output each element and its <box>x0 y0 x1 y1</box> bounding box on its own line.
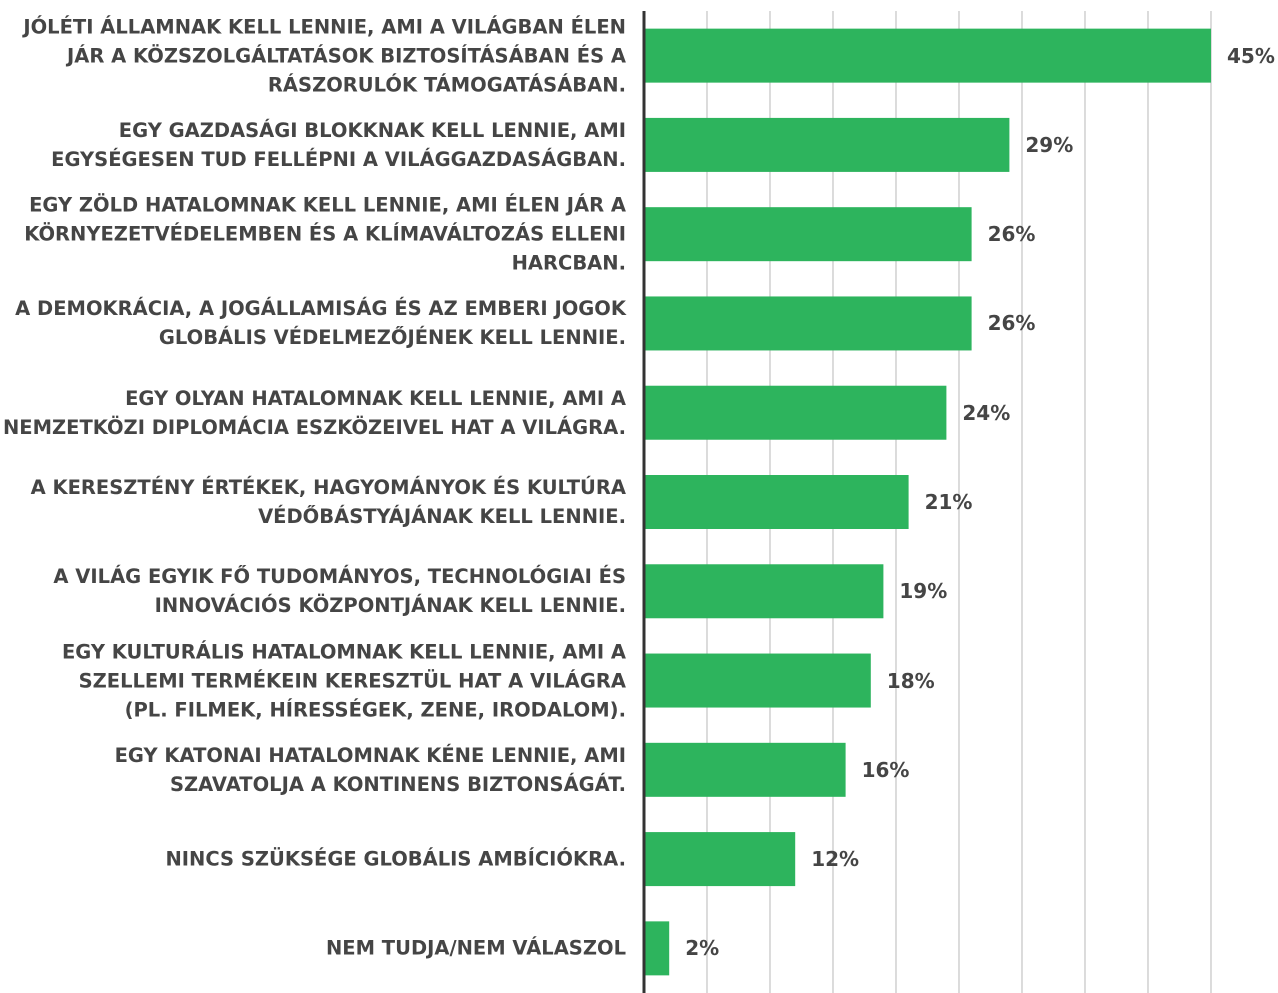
value-label: 12% <box>811 847 860 872</box>
value-label: 45% <box>1227 43 1275 68</box>
value-label: 26% <box>987 311 1036 336</box>
category-label: NINCS SZÜKSÉGE GLOBÁLIS AMBÍCIÓKRA. <box>165 847 626 871</box>
category-label: A VILÁG EGYIK FŐ TUDOMÁNYOS, TECHNOLÓGIA… <box>53 565 626 618</box>
bar <box>644 296 972 351</box>
value-label: 18% <box>886 668 935 693</box>
value-label: 19% <box>899 579 948 604</box>
bar <box>644 742 846 797</box>
category-label: A KERESZTÉNY ÉRTÉKEK, HAGYOMÁNYOK ÉS KUL… <box>30 476 626 528</box>
category-label: JÓLÉTI ÁLLAMNAK KELL LENNIE, AMI A VILÁG… <box>23 15 626 97</box>
value-label: 29% <box>1025 132 1074 157</box>
bar <box>644 653 871 708</box>
value-label: 24% <box>962 400 1011 425</box>
bar <box>644 207 972 262</box>
value-label: 2% <box>685 936 720 961</box>
category-label: A DEMOKRÁCIA, A JOGÁLLAMISÁG ÉS AZ EMBER… <box>15 297 626 350</box>
value-label: 21% <box>924 490 973 514</box>
bar <box>644 832 796 887</box>
value-label: 16% <box>861 757 910 782</box>
bar <box>644 117 1010 172</box>
bar <box>644 564 884 619</box>
bar <box>644 28 1211 83</box>
bar <box>644 385 947 440</box>
category-label: EGY OLYAN HATALOMNAK KELL LENNIE, AMI A … <box>2 386 626 439</box>
bar <box>644 921 670 976</box>
category-label: EGY KULTURÁLIS HATALOMNAK KELL LENNIE, A… <box>61 640 626 722</box>
category-label: EGY ZÖLD HATALOMNAK KELL LENNIE, AMI ÉLE… <box>24 193 626 275</box>
category-label: EGY KATONAI HATALOMNAK KÉNE LENNIE, AMI … <box>114 743 626 796</box>
category-label: NEM TUDJA/NEM VÁLASZOL <box>325 936 626 960</box>
value-label: 26% <box>987 222 1036 247</box>
category-label: EGY GAZDASÁGI BLOKKNAK KELL LENNIE, AMI … <box>51 118 626 171</box>
bar <box>644 475 909 529</box>
